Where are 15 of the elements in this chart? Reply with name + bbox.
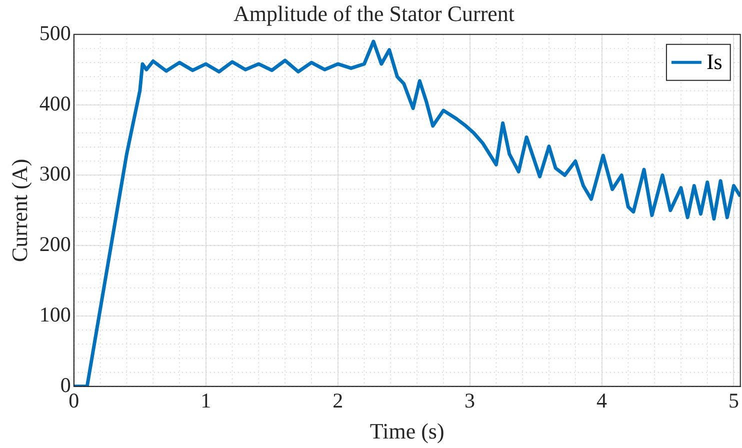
x-tick-label: 2 (332, 388, 344, 413)
x-tick-label: 4 (596, 388, 608, 413)
y-tick-label: 200 (39, 232, 71, 256)
y-tick-label: 300 (39, 162, 71, 186)
y-tick-label: 100 (39, 302, 71, 327)
y-tick-label: 0 (60, 372, 71, 397)
x-tick-label: 5 (728, 388, 739, 413)
x-axis-title: Time (s) (370, 418, 444, 444)
y-tick-label: 500 (39, 20, 71, 45)
legend-label: Is (706, 49, 722, 74)
y-axis-title: Current (A) (6, 158, 32, 262)
x-tick-label: 3 (464, 388, 476, 413)
x-tick-label: 1 (200, 388, 212, 413)
y-tick-label: 400 (39, 91, 71, 116)
chart-title: Amplitude of the Stator Current (233, 0, 515, 26)
